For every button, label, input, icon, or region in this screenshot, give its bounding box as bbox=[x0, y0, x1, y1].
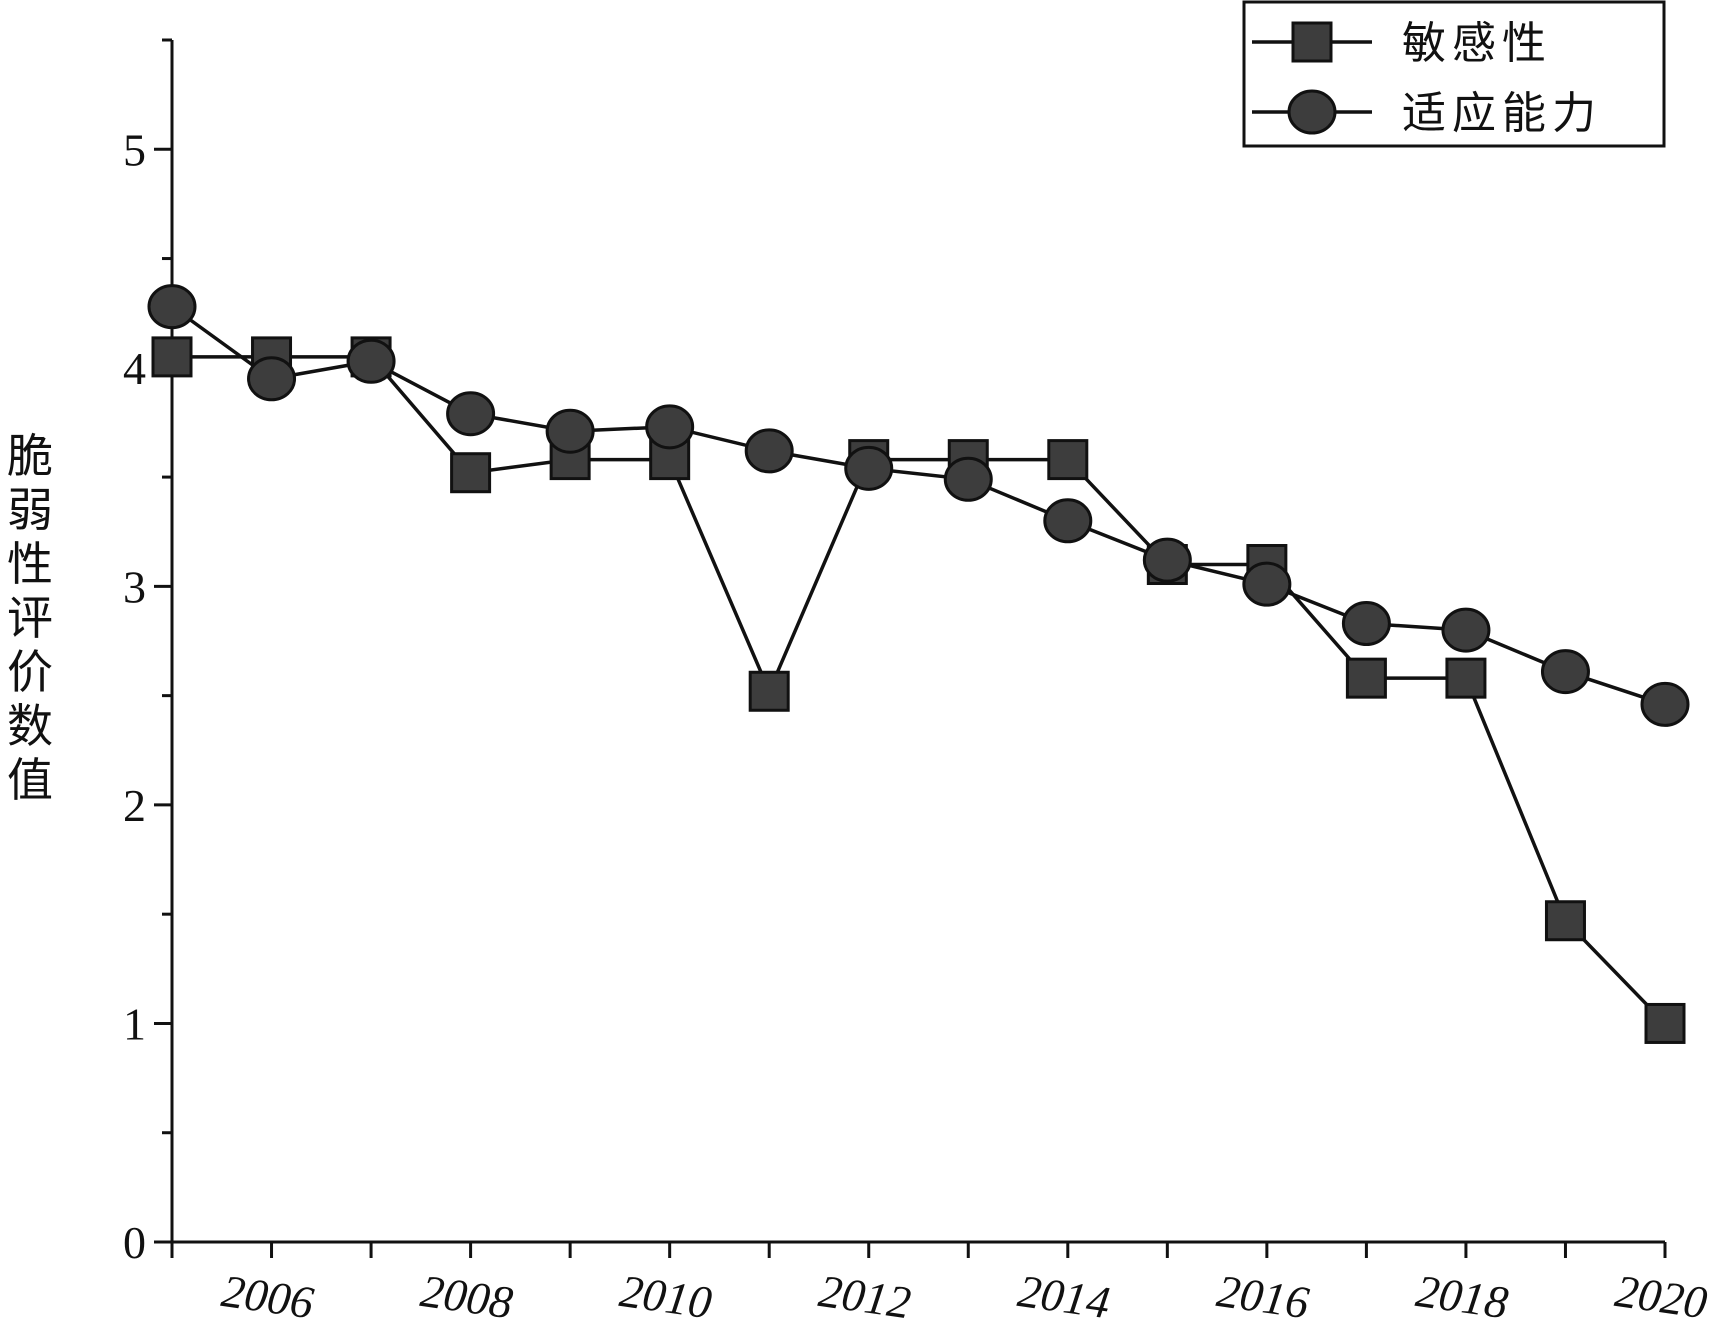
series-layer bbox=[147, 284, 1690, 1044]
x-tick-label: 2012 bbox=[816, 1265, 914, 1328]
y-axis-label-char: 价 bbox=[7, 645, 53, 699]
data-point-circle bbox=[1640, 681, 1690, 727]
y-tick-label: 1 bbox=[123, 998, 146, 1049]
y-tick-label: 5 bbox=[123, 124, 146, 175]
data-point-square bbox=[1644, 1002, 1686, 1044]
data-point-square bbox=[1047, 439, 1089, 481]
y-tick-label: 3 bbox=[123, 561, 146, 612]
series-sensitivity bbox=[151, 336, 1686, 1044]
y-tick-label: 2 bbox=[123, 780, 146, 831]
data-point-square bbox=[748, 670, 790, 712]
legend-marker-circle bbox=[1287, 89, 1337, 135]
y-axis-label-char: 弱 bbox=[7, 483, 53, 537]
data-point-circle bbox=[1441, 607, 1491, 653]
x-tick-label: 2014 bbox=[1015, 1265, 1113, 1328]
data-point-circle bbox=[943, 456, 993, 502]
x-tick-label: 2018 bbox=[1413, 1265, 1511, 1328]
series-adaptive-capacity bbox=[147, 284, 1690, 727]
series-line bbox=[170, 305, 1666, 707]
data-point-circle bbox=[147, 284, 197, 330]
x-tick-label: 2008 bbox=[418, 1265, 516, 1328]
data-point-circle bbox=[844, 445, 894, 491]
data-point-circle bbox=[1341, 601, 1391, 647]
x-tick-label: 2006 bbox=[219, 1265, 317, 1328]
y-tick-label: 4 bbox=[123, 343, 146, 394]
data-point-circle bbox=[446, 391, 496, 437]
x-tick-label: 2020 bbox=[1612, 1265, 1710, 1328]
data-point-square bbox=[1445, 657, 1487, 699]
legend-marker-square bbox=[1291, 21, 1333, 63]
data-point-square bbox=[450, 452, 492, 494]
data-point-square bbox=[1345, 657, 1387, 699]
data-point-circle bbox=[545, 408, 595, 454]
data-point-circle bbox=[645, 404, 695, 450]
y-axis-label-char: 数 bbox=[7, 699, 53, 753]
x-tick-label: 2016 bbox=[1214, 1265, 1312, 1328]
x-tick-label: 2010 bbox=[617, 1265, 715, 1328]
data-point-circle bbox=[1540, 649, 1590, 695]
data-point-circle bbox=[1043, 498, 1093, 544]
data-point-square bbox=[151, 336, 193, 378]
data-point-square bbox=[1544, 900, 1586, 942]
data-point-circle bbox=[1242, 561, 1292, 607]
data-point-circle bbox=[1142, 537, 1192, 583]
y-axis-label-char: 评 bbox=[7, 591, 53, 645]
legend-label: 敏感性 bbox=[1402, 18, 1552, 69]
legend-label: 适应能力 bbox=[1402, 88, 1602, 139]
y-tick-label: 0 bbox=[123, 1217, 146, 1268]
series-line bbox=[172, 355, 1667, 1025]
y-axis-label-char: 值 bbox=[7, 753, 53, 807]
axes: 0 1 2 3 4 5 2006 2008 2010 2012 2014 2016 2018 2020 bbox=[123, 38, 1710, 1328]
data-point-circle bbox=[247, 356, 297, 402]
y-axis-label-char: 性 bbox=[7, 537, 53, 591]
data-point-circle bbox=[346, 338, 396, 384]
y-axis-label-char: 脆 bbox=[7, 429, 53, 483]
data-point-circle bbox=[744, 428, 794, 474]
